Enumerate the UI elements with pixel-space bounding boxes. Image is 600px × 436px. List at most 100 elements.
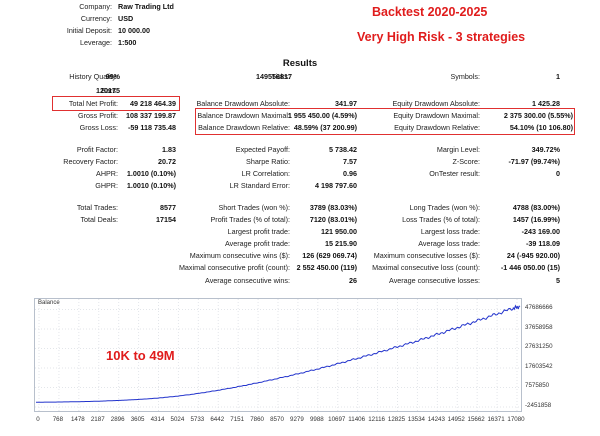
x-tick-label: 4314 (150, 416, 165, 423)
leverage-label: Leverage: (80, 38, 112, 47)
leverage-value: 1:500 (118, 38, 137, 47)
symbols-value: 1 (556, 72, 560, 81)
x-tick-label: 6442 (210, 416, 225, 423)
net-profit-label: Total Net Profit: (68, 99, 118, 108)
total-trades-value: 8577 (160, 203, 176, 212)
gross-loss-label: Gross Loss: (79, 123, 118, 132)
avg-loss-label: Average loss trade: (418, 239, 480, 248)
avg-profit-value: 15 215.90 (325, 239, 357, 248)
ticks-value: 149556817 (256, 72, 292, 81)
equity-dd-abs-value: 1 425.28 (532, 99, 560, 108)
chart-title: Balance (38, 300, 60, 306)
y-tick-label: 27631250 (525, 343, 553, 351)
equity-dd-abs-label: Equity Drawdown Absolute: (392, 99, 481, 108)
gross-profit-label: Gross Profit: (78, 111, 118, 120)
balance-dd-rel-label: Balance Drawdown Relative: (198, 123, 290, 132)
margin-level-value: 349.72% (531, 145, 560, 154)
deposit-value: 10 000.00 (118, 26, 150, 35)
largest-profit-label: Largest profit trade: (227, 227, 290, 236)
y-tick-label: 7575850 (525, 382, 550, 390)
x-tick-label: 16371 (487, 416, 505, 423)
y-tick-label: -2451858 (525, 402, 552, 409)
lr-correlation-value: 0.96 (343, 169, 357, 178)
net-profit-highlight (52, 96, 180, 111)
results-title: Results (282, 58, 318, 69)
recovery-factor-value: 20.72 (158, 157, 176, 166)
x-tick-label: 5733 (190, 416, 205, 423)
expected-payoff-value: 5 738.42 (329, 145, 357, 154)
equity-dd-max-value: 2 375 300.00 (5.55%) (503, 111, 573, 120)
avg-cons-losses-label: Average consecutive losses: (389, 276, 480, 285)
sharpe-ratio-value: 7.57 (343, 157, 357, 166)
avg-cons-losses-value: 5 (556, 276, 560, 285)
max-cons-wins-label: Maximum consecutive wins ($): (189, 251, 290, 260)
x-tick-label: 2896 (110, 416, 125, 423)
total-deals-label: Total Deals: (80, 215, 118, 224)
avg-cons-wins-value: 26 (349, 276, 357, 285)
ontester-result-value: 0 (556, 169, 560, 178)
backtest-title: Backtest 2020-2025 (372, 5, 488, 19)
short-trades-label: Short Trades (won %): (218, 203, 290, 212)
ticks-label: Ticks: (271, 72, 291, 81)
max-cons-profit-label: Maximal consecutive profit (count): (178, 263, 290, 272)
currency-label: Currency: (80, 14, 112, 23)
deposit-label: Initial Deposit: (66, 26, 112, 35)
lr-correlation-label: LR Correlation: (241, 169, 290, 178)
profit-trades-value: 7120 (83.01%) (309, 215, 357, 224)
balance-chart (35, 299, 521, 411)
x-tick-label: 0 (36, 416, 40, 423)
x-tick-label: 14952 (447, 416, 465, 423)
equity-dd-rel-label: Equity Drawdown Relative: (394, 123, 480, 132)
balance-dd-rel-value: 48.59% (37 200.99) (293, 123, 357, 132)
company-label: Company: (79, 2, 112, 11)
equity-dd-max-label: Equity Drawdown Maximal: (393, 111, 480, 120)
x-tick-label: 5024 (170, 416, 185, 423)
currency-value: USD (118, 14, 134, 23)
loss-trades-value: 1457 (16.99%) (512, 215, 560, 224)
drawdown-highlight (195, 108, 575, 135)
ontester-result-label: OnTester result: (429, 169, 480, 178)
x-tick-label: 12116 (368, 416, 385, 423)
x-tick-label: 768 (52, 416, 64, 423)
net-profit-value: 49 218 464.39 (130, 99, 176, 108)
total-deals-value: 17154 (156, 215, 176, 224)
profit-factor-value: 1.83 (162, 145, 176, 154)
x-tick-label: 10697 (328, 416, 346, 423)
symbols-label: Symbols: (450, 72, 480, 81)
balance-chart-frame (34, 298, 522, 412)
x-tick-label: 8570 (270, 416, 284, 423)
gross-profit-value: 108 337 199.87 (126, 111, 176, 120)
x-tick-label: 12825 (387, 416, 406, 423)
ahpr-value: 1.0010 (0.10%) (126, 169, 176, 178)
max-cons-loss-value: -1 446 050.00 (15) (500, 263, 560, 272)
loss-trades-label: Loss Trades (% of total): (402, 215, 480, 224)
expected-payoff-label: Expected Payoff: (235, 145, 290, 154)
profit-trades-label: Profit Trades (% of total): (210, 215, 291, 224)
sharpe-ratio-label: Sharpe Ratio: (246, 157, 290, 166)
x-tick-label: 13534 (407, 416, 426, 423)
y-tick-label: 47686666 (525, 304, 553, 312)
avg-profit-label: Average profit trade: (225, 239, 290, 248)
history-quality-label: History Quality: (69, 72, 118, 81)
lr-std-error-value: 4 198 797.60 (315, 181, 357, 190)
bars-value: 120175 (96, 86, 120, 95)
profit-factor-label: Profit Factor: (76, 145, 118, 154)
y-tick-label: 17603542 (525, 362, 553, 370)
ahpr-label: AHPR: (96, 169, 118, 178)
balance-dd-max-label: Balance Drawdown Maximal: (197, 111, 290, 120)
largest-profit-value: 121 950.00 (321, 227, 357, 236)
long-trades-label: Long Trades (won %): (409, 203, 480, 212)
avg-cons-wins-label: Average consecutive wins: (205, 276, 290, 285)
max-cons-losses-label: Maximum consecutive losses ($): (373, 251, 480, 260)
largest-loss-label: Largest loss trade: (420, 227, 480, 236)
company-value: Raw Trading Ltd (118, 2, 174, 11)
x-tick-label: 14243 (427, 416, 445, 423)
z-score-label: Z-Score: (452, 157, 480, 166)
recovery-factor-label: Recovery Factor: (63, 157, 118, 166)
history-quality-value: 99% (105, 72, 120, 81)
x-tick-label: 11406 (348, 416, 366, 423)
equity-dd-rel-value: 54.10% (10 106.80) (509, 123, 573, 132)
x-tick-label: 9279 (290, 416, 304, 423)
risk-title: Very High Risk - 3 strategies (357, 30, 526, 44)
x-tick-label: 2187 (90, 416, 105, 423)
